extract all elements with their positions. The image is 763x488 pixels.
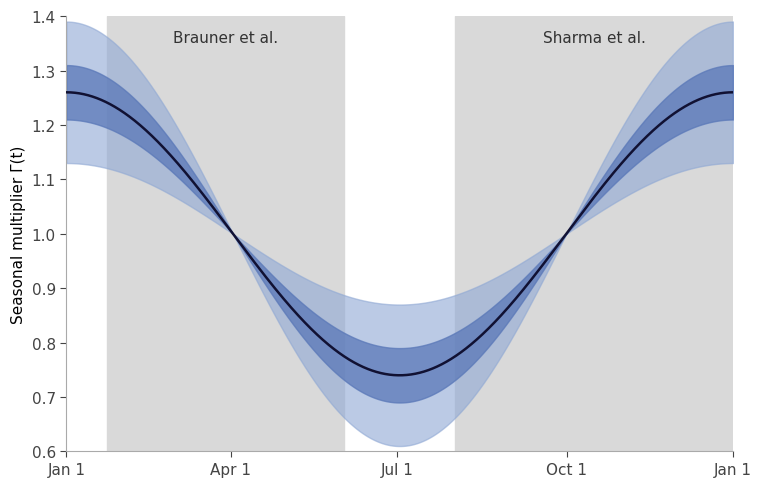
Text: Brauner et al.: Brauner et al. [172,31,278,45]
Y-axis label: Seasonal multiplier Γ(t): Seasonal multiplier Γ(t) [11,145,26,324]
Text: Sharma et al.: Sharma et al. [542,31,645,45]
Bar [107,17,344,451]
Bar [456,17,733,451]
